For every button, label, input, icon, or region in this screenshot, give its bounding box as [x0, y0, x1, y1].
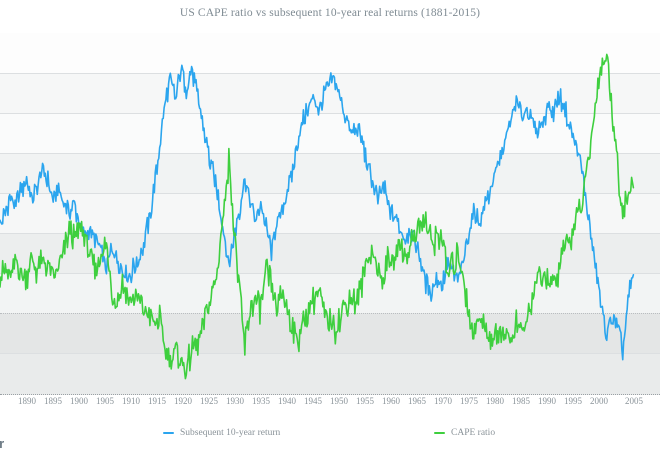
- x-tick-label: 1915: [148, 396, 166, 406]
- series-layer: [0, 53, 635, 380]
- chart-title: US CAPE ratio vs subsequent 10-year real…: [179, 7, 481, 19]
- background-band: [0, 113, 660, 153]
- x-tick-label: 1900: [70, 396, 88, 406]
- x-tick-label: 1985: [512, 396, 530, 406]
- background-band: [0, 153, 660, 193]
- gridline: [0, 273, 660, 274]
- x-tick-label: 1975: [460, 396, 478, 406]
- clipped-footer-text: or: [0, 436, 5, 451]
- x-tick-label: 1920: [174, 396, 192, 406]
- x-tick-label: 2000: [590, 396, 608, 406]
- x-axis-labels: 1890 1895 1900 1905 1910 1915 1920 1925 1930 1935…: [0, 396, 660, 412]
- x-tick-label: 1960: [382, 396, 400, 406]
- gridline: [0, 153, 660, 154]
- x-tick-label: 1955: [356, 396, 374, 406]
- gridline: [0, 193, 660, 194]
- legend-item[interactable]: Subsequent 10-year return: [163, 428, 280, 438]
- legend-swatch-icon: [434, 432, 445, 434]
- x-tick-label: 1935: [252, 396, 270, 406]
- gridline: [0, 233, 660, 234]
- x-tick-label: 1980: [486, 396, 504, 406]
- x-tick-label: 1895: [44, 396, 62, 406]
- x-tick-label: 1990: [538, 396, 556, 406]
- x-tick-label: 1965: [408, 396, 426, 406]
- x-tick-label: 1950: [330, 396, 348, 406]
- gridline: [0, 353, 660, 354]
- background-band: [0, 193, 660, 233]
- series-line: [0, 64, 635, 361]
- plot-area: [0, 33, 660, 395]
- gridline: [0, 113, 660, 114]
- x-tick-label: 1945: [304, 396, 322, 406]
- x-tick-label: 1910: [122, 396, 140, 406]
- legend-swatch-icon: [163, 432, 174, 434]
- legend-item[interactable]: CAPE ratio: [434, 428, 495, 438]
- x-tick-label: 1890: [18, 396, 36, 406]
- x-tick-label: 1930: [226, 396, 244, 406]
- background-band: [0, 33, 660, 73]
- x-tick-label: 1995: [564, 396, 582, 406]
- background-band: [0, 353, 660, 395]
- series-line: [0, 53, 635, 380]
- x-tick-label: 1925: [200, 396, 218, 406]
- legend-label: Subsequent 10-year return: [180, 428, 281, 438]
- x-axis-line: [0, 394, 660, 395]
- x-tick-label: 1905: [96, 396, 114, 406]
- x-tick-label: 1940: [278, 396, 296, 406]
- x-tick-label: 1970: [434, 396, 452, 406]
- x-tick-label: 2005: [625, 396, 643, 406]
- chart-legend: Subsequent 10-year return CAPE ratio: [0, 428, 660, 444]
- legend-label: CAPE ratio: [451, 428, 496, 438]
